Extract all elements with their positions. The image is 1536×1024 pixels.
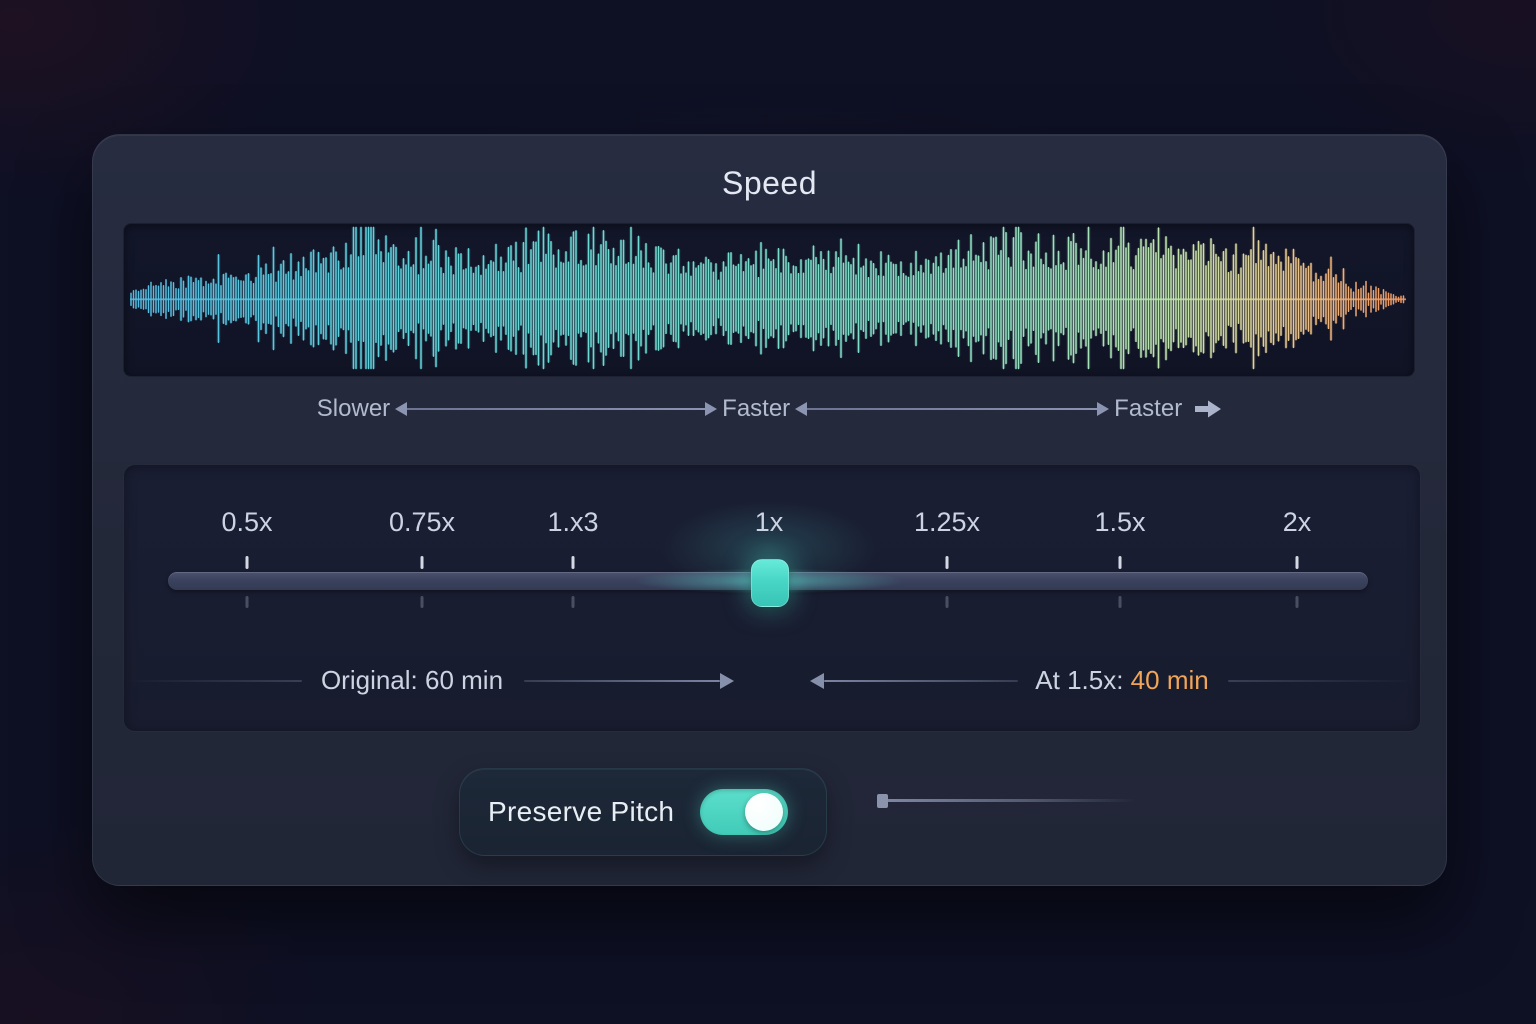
panel-title: Speed xyxy=(721,165,818,201)
tick-mark xyxy=(420,556,424,569)
waveform-display xyxy=(123,223,1415,377)
arrow-left-icon xyxy=(810,673,824,689)
tick-mark xyxy=(945,596,949,608)
tick-mark xyxy=(1295,596,1299,608)
mini-slider[interactable] xyxy=(877,791,1247,815)
divider-line xyxy=(126,680,302,682)
tick-mark xyxy=(1295,556,1299,569)
arrow-right-icon xyxy=(720,673,734,689)
converted-duration-prefix: At 1.5x: xyxy=(1035,665,1131,695)
speed-option-1.25x[interactable]: 1.25x xyxy=(913,507,981,537)
speed-option-2x[interactable]: 2x xyxy=(1282,507,1312,537)
mini-slider-track xyxy=(888,799,1136,802)
tick-mark xyxy=(1118,556,1122,569)
original-duration-label: Original: 60 min xyxy=(320,665,504,695)
speed-panel: Speed xyxy=(92,134,1447,886)
tick-mark xyxy=(245,556,249,569)
tick-mark xyxy=(571,556,575,569)
bold-right-arrow-icon xyxy=(1195,400,1222,418)
divider-line xyxy=(1228,680,1414,682)
duration-legend: Original: 60 min At 1.5x: 40 min xyxy=(124,665,1420,697)
speed-option-1x[interactable]: 1x xyxy=(754,507,784,537)
converted-duration-value: 40 min xyxy=(1130,665,1209,695)
speed-option-1.5x[interactable]: 1.5x xyxy=(1094,507,1146,537)
arrow-line xyxy=(524,680,720,682)
tick-mark xyxy=(945,556,949,569)
speed-option-1.x3[interactable]: 1.x3 xyxy=(547,507,599,537)
faster-label-mid: Faster xyxy=(722,395,791,422)
waveform-graphic xyxy=(130,226,1406,370)
speed-slider-section: 0.5x 0.75x 1.x3 1x 1.25x 1.5x 2x xyxy=(123,464,1421,732)
tick-mark xyxy=(420,596,424,608)
slower-label: Slower xyxy=(316,395,391,422)
toggle-knob xyxy=(745,793,784,831)
tick-mark xyxy=(245,596,249,608)
preserve-pitch-label: Preserve Pitch xyxy=(488,796,675,827)
preserve-pitch-control[interactable]: Preserve Pitch xyxy=(459,768,827,856)
converted-duration-label: At 1.5x: 40 min xyxy=(1022,665,1222,696)
tick-mark xyxy=(1118,596,1122,608)
faster-label-right: Faster xyxy=(1114,395,1183,422)
preserve-pitch-toggle[interactable] xyxy=(700,789,789,835)
tick-mark xyxy=(571,596,575,608)
direction-legend: Slower Faster Faster xyxy=(93,393,1446,425)
double-arrow-left-icon xyxy=(395,402,718,416)
mini-slider-handle[interactable] xyxy=(877,794,888,808)
speed-option-0.75x[interactable]: 0.75x xyxy=(388,507,456,537)
speed-slider-handle[interactable] xyxy=(751,559,789,607)
speed-option-0.5x[interactable]: 0.5x xyxy=(221,507,273,537)
double-arrow-right-icon xyxy=(795,402,1110,416)
arrow-line xyxy=(824,680,1018,682)
